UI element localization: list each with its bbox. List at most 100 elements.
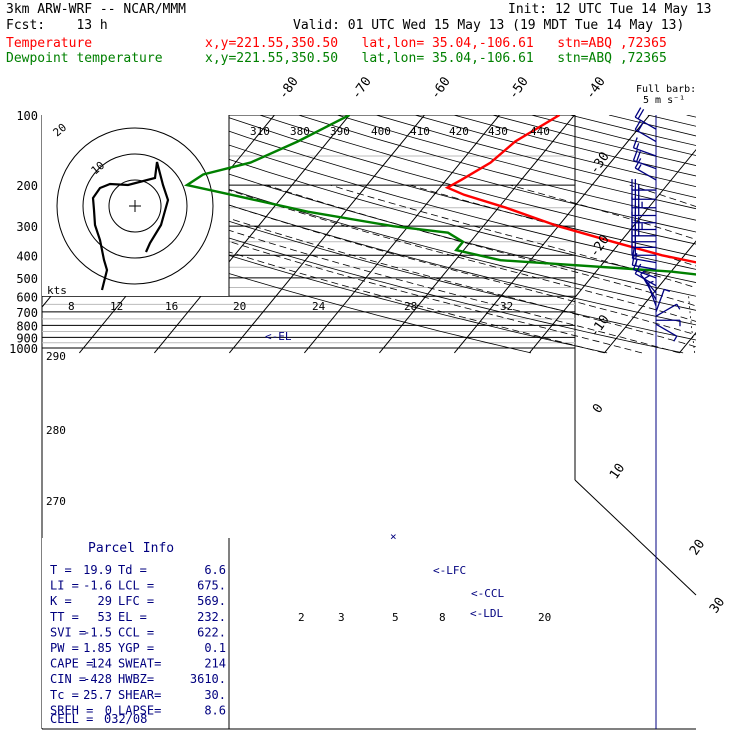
- cell-motion-value: 032/08: [104, 712, 147, 726]
- hodograph-trace: [91, 161, 170, 291]
- wind-barb-flag: [635, 143, 640, 150]
- parcel-param-label: Tc =: [50, 688, 79, 702]
- parcel-param-value: 124: [90, 657, 112, 671]
- theta-tick-label: 400: [371, 125, 391, 138]
- wind-barb-flag: [632, 137, 638, 149]
- wind-barb-flag: [634, 158, 642, 169]
- parcel-param-value: 675.: [197, 579, 226, 593]
- dewpoint-profile-line: [183, 115, 696, 276]
- parcel-param-value: -1.6: [83, 579, 112, 593]
- wind-barb: [631, 247, 657, 264]
- wind-barb-staff: [632, 257, 657, 264]
- wind-barb-staff: [634, 167, 657, 181]
- temperature-profile-line: [444, 115, 696, 264]
- isotherm-tick-label: -60: [428, 74, 454, 102]
- full-barb-value: 5 m s⁻¹: [643, 95, 685, 106]
- isotherm-tick-label: -80: [276, 74, 302, 102]
- theta-tick-label: 390: [330, 125, 350, 138]
- parcel-param-value: 19.9: [83, 563, 112, 577]
- parcel-marker: ×: [390, 530, 397, 543]
- parcel-param-label: T =: [50, 563, 72, 577]
- wind-barb-flag: [634, 119, 642, 130]
- parcel-param-value: 30.: [204, 688, 226, 702]
- parcel-param-label: CCL =: [118, 625, 154, 639]
- wind-barb: [632, 137, 657, 157]
- parcel-param-label: YGP =: [118, 641, 154, 655]
- hodo-speed-tick-label: 8: [68, 300, 75, 313]
- parcel-param-value: 0: [105, 703, 112, 717]
- isotherm-line: [228, 115, 425, 354]
- parcel-param-value: 6.6: [204, 563, 226, 577]
- wind-barb-flag: [640, 270, 646, 275]
- ccl-marker: <-CCL: [471, 587, 504, 600]
- hodo-speed-tick-label: 32: [500, 300, 513, 313]
- parcel-param-label: CIN =: [50, 672, 86, 686]
- parcel-param-label: K =: [50, 594, 72, 608]
- parcel-param-value: -1.5: [83, 625, 112, 639]
- isotherm-line: [153, 115, 350, 354]
- wind-barb-flag: [637, 164, 642, 170]
- isotherm-tick-label: -70: [349, 74, 375, 102]
- model-title: 3km ARW-WRF -- NCAR/MMM: [6, 2, 187, 17]
- parcel-param-label: SWEAT=: [118, 657, 161, 671]
- wind-barb: [632, 149, 657, 170]
- isotherm-tick-label: -40: [583, 74, 609, 102]
- cell-motion-label: CELL =: [50, 712, 93, 726]
- pressure-tick-label: 700: [16, 306, 38, 320]
- plot-diagonal-edge: [574, 479, 697, 596]
- hodo-direction-label: 290: [46, 350, 66, 363]
- wind-barb-flag: [635, 252, 638, 260]
- parcel-param-value: 53: [98, 610, 112, 624]
- isotherm-line: [603, 240, 696, 354]
- pressure-tick-label: 900: [16, 331, 38, 345]
- dry-adiabat-line: [492, 115, 696, 166]
- isotherm-line: [453, 115, 650, 354]
- wind-barb-flag: [676, 303, 681, 310]
- parcel-param-value: 569.: [197, 594, 226, 608]
- wind-barb: [647, 280, 657, 307]
- wind-barb-flag: [663, 288, 671, 293]
- wind-barb: [634, 119, 657, 143]
- dry-adiabat-line: [220, 115, 696, 245]
- parcel-param-value: 3610.: [190, 672, 226, 686]
- mixing-ratio-tick-label: 5: [392, 611, 399, 624]
- moist-adiabat-line: [330, 184, 696, 289]
- pressure-tick-label: 600: [16, 290, 38, 304]
- pressure-tick-label: 400: [16, 249, 38, 263]
- parcel-param-label: LI =: [50, 579, 79, 593]
- mixing-ratio-tick-label: 2: [298, 611, 305, 624]
- wind-barb-flag: [637, 108, 645, 120]
- parcel-param-value: 0.1: [204, 641, 226, 655]
- isotherm-tick-label: 0: [590, 401, 607, 416]
- theta-tick-label: 310: [250, 125, 270, 138]
- parcel-param-label: PW =: [50, 641, 79, 655]
- hodo-speed-tick-label: 12: [110, 300, 123, 313]
- wind-barb: [655, 303, 681, 317]
- hodo-speed-tick-label: 16: [165, 300, 178, 313]
- theta-tick-label: 380: [290, 125, 310, 138]
- moist-adiabat-line: [131, 184, 696, 348]
- parcel-param-label: SVI =: [50, 625, 86, 639]
- parcel-param-label: LFC =: [118, 594, 154, 608]
- isotherm-line: [303, 115, 500, 354]
- temperature-location: x,y=221.55,350.50 lat,lon= 35.04,-106.61…: [205, 36, 667, 51]
- hodo-direction-label: 280: [46, 424, 66, 437]
- full-barb-note: Full barb:: [636, 84, 696, 95]
- dewpoint-label: Dewpoint temperature: [6, 51, 163, 66]
- parcel-param-label: LAPSE=: [118, 703, 161, 717]
- dry-adiabat-line: [375, 115, 696, 198]
- parcel-param-value: 25.7: [83, 688, 112, 702]
- hodo-speed-tick-label: 20: [233, 300, 246, 313]
- parcel-param-value: 29: [98, 594, 112, 608]
- mixing-ratio-tick-label: 8: [439, 611, 446, 624]
- parcel-param-label: LCL =: [118, 579, 154, 593]
- dry-adiabat-line: [259, 115, 696, 233]
- mixing-ratio-line: [726, 296, 735, 353]
- wind-barb-flag: [631, 247, 635, 259]
- dewpoint-location: x,y=221.55,350.50 lat,lon= 35.04,-106.61…: [205, 51, 667, 66]
- forecast-hour: Fcst: 13 h: [6, 18, 108, 33]
- parcel-param-value: 8.6: [204, 703, 226, 717]
- parcel-info-background: [42, 538, 229, 728]
- theta-tick-label: 430: [488, 125, 508, 138]
